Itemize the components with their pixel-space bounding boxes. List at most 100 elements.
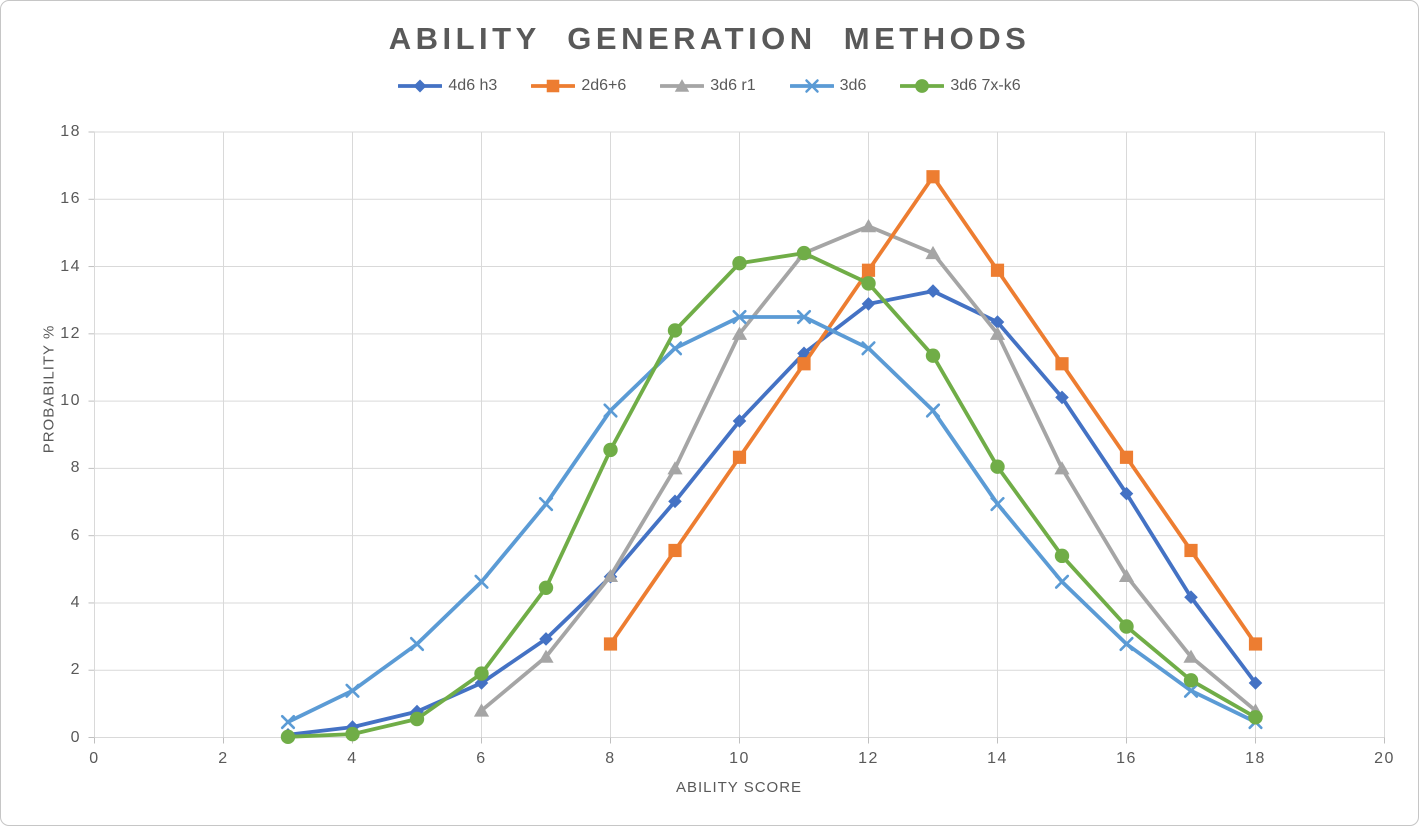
data-point-marker [1118, 568, 1135, 583]
data-point-marker [731, 326, 748, 340]
legend-label: 3d6 7x-k6 [950, 77, 1021, 94]
legend: 4d6 h3 2d6+6 3d6 r1 3d6 3d6 7x-k6 [1, 77, 1418, 95]
data-point-marker [345, 726, 360, 742]
data-point-marker [473, 703, 490, 717]
x-tick-label: 8 [605, 750, 616, 767]
x-tick-label: 10 [729, 750, 750, 767]
data-point-marker [990, 315, 1005, 329]
data-point-marker [796, 245, 812, 261]
data-point-marker [474, 666, 489, 681]
y-tick-label: 12 [60, 324, 81, 342]
x-tick-label: 16 [1116, 750, 1137, 767]
data-point-marker [861, 341, 876, 356]
x-tick-label: 20 [1374, 750, 1395, 767]
data-point-marker [1248, 710, 1263, 725]
data-point-marker [861, 263, 876, 277]
data-point-marker [474, 574, 489, 589]
data-point-marker [1119, 636, 1134, 652]
x-tick-label: 14 [987, 750, 1008, 767]
legend-item-3d6-7x-k6: 3d6 7x-k6 [900, 77, 1021, 95]
data-point-marker [603, 637, 618, 651]
data-point-marker [1248, 676, 1263, 690]
legend-label: 3d6 [839, 77, 867, 94]
data-point-marker [668, 543, 682, 558]
data-point-marker [990, 263, 1005, 277]
data-point-marker [1054, 574, 1070, 589]
data-point-marker [1054, 461, 1070, 475]
legend-item-4d6-h3: 4d6 h3 [398, 77, 497, 95]
data-point-marker [1054, 548, 1070, 564]
x-tick-label: 4 [347, 750, 358, 767]
data-point-marker [539, 632, 553, 646]
data-point-marker [1119, 486, 1134, 501]
data-point-marker [732, 309, 747, 325]
data-point-marker [860, 218, 877, 233]
data-point-marker [474, 676, 489, 690]
data-point-marker [925, 348, 941, 363]
data-point-marker [796, 309, 812, 325]
data-point-marker [926, 284, 940, 298]
data-point-marker [1184, 590, 1198, 605]
series-line-3d6-7x-k6 [286, 251, 1258, 739]
data-point-marker [538, 580, 554, 596]
data-point-marker [732, 450, 747, 464]
square-marker-icon [531, 79, 576, 93]
series-line-3d6 [286, 315, 1258, 724]
x-tick-label: 0 [89, 750, 100, 767]
y-tick-label: 2 [70, 661, 81, 679]
data-point-marker [409, 711, 425, 727]
x-tick-label: 18 [1245, 750, 1266, 767]
data-point-marker [989, 326, 1006, 340]
data-point-marker [280, 729, 296, 745]
data-point-marker [990, 459, 1005, 474]
data-point-marker [602, 568, 619, 583]
data-point-marker [732, 414, 747, 428]
data-point-marker [1055, 357, 1069, 371]
y-tick-label: 14 [60, 257, 81, 275]
legend-item-3d6-r1: 3d6 r1 [660, 77, 756, 95]
data-point-marker [603, 442, 618, 458]
x-axis-title: ABILITY SCORE [675, 779, 803, 796]
data-point-marker [732, 255, 747, 271]
data-point-marker [861, 276, 876, 291]
data-point-marker [797, 346, 811, 361]
legend-label: 4d6 h3 [448, 77, 498, 94]
data-point-marker [1119, 450, 1134, 464]
x-tick-label: 6 [476, 750, 487, 767]
data-point-marker [1248, 637, 1263, 651]
legend-item-2d6-6: 2d6+6 [531, 77, 626, 95]
data-point-marker [925, 245, 941, 260]
data-point-marker [409, 636, 425, 652]
data-point-marker [603, 403, 618, 418]
diamond-marker-icon [398, 79, 443, 93]
series-line-4d6-h3 [286, 289, 1258, 737]
data-point-marker [668, 494, 682, 509]
y-tick-label: 18 [60, 123, 81, 140]
data-point-marker [538, 649, 554, 663]
data-point-marker [1055, 390, 1069, 405]
legend-label: 3d6 r1 [710, 77, 756, 94]
y-tick-label: 0 [70, 728, 81, 746]
legend-item-3d6: 3d6 [789, 77, 867, 95]
data-point-marker [345, 683, 360, 698]
x-tick-label: 2 [218, 750, 229, 767]
chart-title: ABILITY GENERATION METHODS [388, 21, 1031, 56]
data-point-marker [1183, 673, 1199, 688]
data-point-marker [925, 403, 941, 418]
data-point-marker [667, 461, 683, 475]
y-tick-label: 4 [70, 593, 81, 611]
data-point-marker [1183, 683, 1199, 698]
data-point-marker [1119, 619, 1134, 634]
data-point-marker [861, 297, 876, 311]
y-tick-label: 8 [70, 459, 81, 477]
circle-marker-icon [900, 79, 945, 93]
y-tick-label: 10 [60, 392, 81, 410]
data-point-marker [280, 714, 296, 730]
data-point-marker [797, 357, 811, 371]
triangle-marker-icon [660, 79, 705, 92]
x-marker-icon [789, 79, 834, 93]
data-point-marker [990, 496, 1005, 512]
y-tick-label: 6 [70, 526, 81, 544]
